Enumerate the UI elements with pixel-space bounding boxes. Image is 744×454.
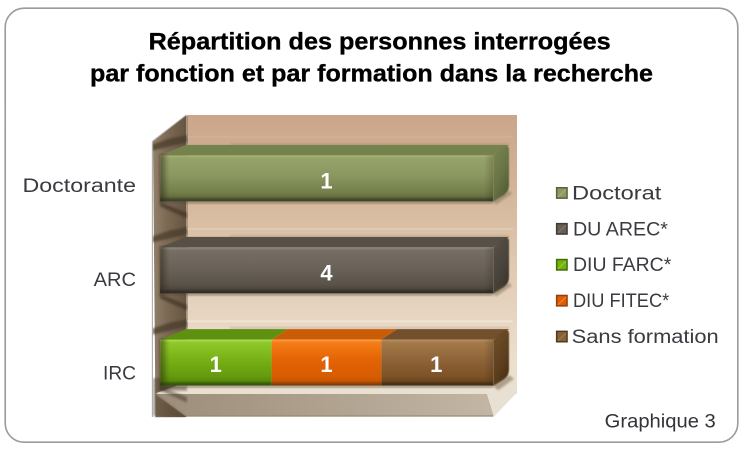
svg-text:1: 1 xyxy=(210,352,222,377)
svg-text:1: 1 xyxy=(320,169,332,194)
svg-text:DU AREC*: DU AREC* xyxy=(573,220,669,241)
svg-text:Répartition des personnes inte: Répartition des personnes interrogées xyxy=(149,29,611,56)
svg-text:DIU FARC*: DIU FARC* xyxy=(573,255,672,276)
svg-text:4: 4 xyxy=(320,261,333,286)
svg-text:DIU FITEC*: DIU FITEC* xyxy=(573,291,670,312)
svg-text:Sans formation: Sans formation xyxy=(572,327,719,348)
svg-text:Doctorante: Doctorante xyxy=(23,176,137,197)
svg-text:1: 1 xyxy=(430,352,442,377)
svg-text:ARC: ARC xyxy=(94,270,136,291)
svg-text:Doctorat: Doctorat xyxy=(572,184,662,205)
svg-text:1: 1 xyxy=(320,352,332,377)
svg-text:par fonction et par formation: par fonction et par formation dans la re… xyxy=(90,60,653,87)
svg-text:IRC: IRC xyxy=(103,363,136,384)
svg-text:Graphique 3: Graphique 3 xyxy=(605,411,716,432)
